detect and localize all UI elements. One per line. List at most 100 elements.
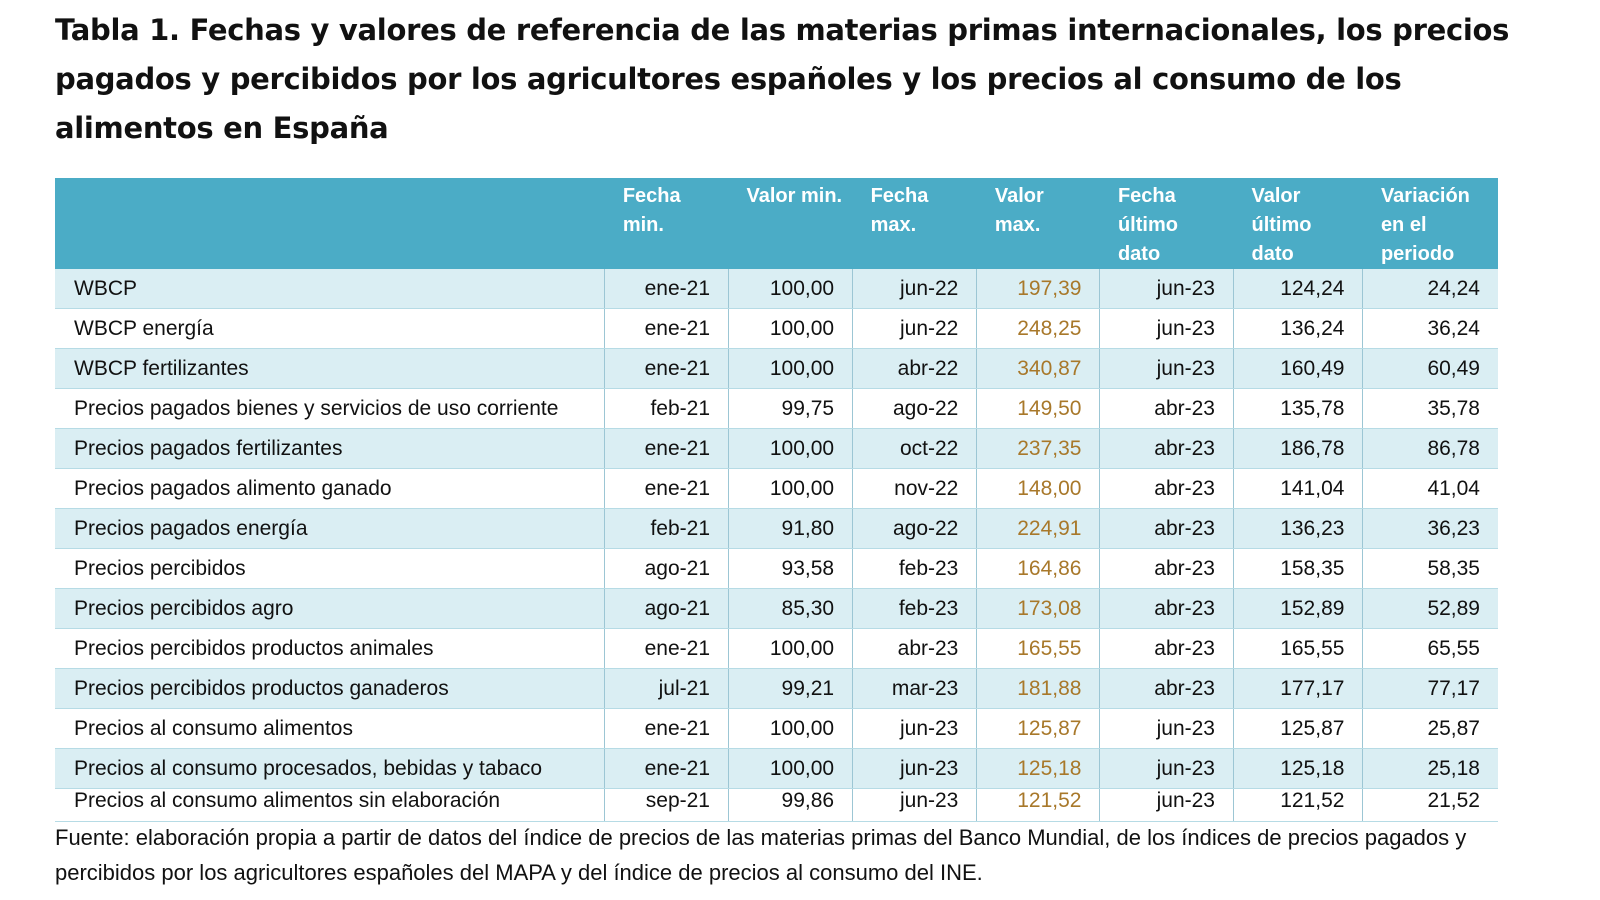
table-cell: 224,91 xyxy=(976,508,1101,549)
table-cell: 24,24 xyxy=(1362,269,1498,309)
table-cell: nov-22 xyxy=(852,468,978,509)
table-cell: jun-23 xyxy=(1099,708,1234,749)
table-cell: abr-23 xyxy=(1099,388,1234,429)
table-row: Precios pagados bienes y servicios de us… xyxy=(55,388,1498,429)
table-cell: 60,49 xyxy=(1362,348,1498,389)
column-header: Fecha min. xyxy=(604,178,729,269)
table-cell: 41,04 xyxy=(1362,468,1498,509)
row-label: Precios pagados bienes y servicios de us… xyxy=(55,388,606,429)
table-cell: 160,49 xyxy=(1233,348,1364,389)
table-cell: jun-22 xyxy=(852,308,978,349)
table-cell: ene-21 xyxy=(604,308,729,349)
table-cell: jun-23 xyxy=(1099,308,1234,349)
table-cell: 25,87 xyxy=(1362,708,1498,749)
row-label: Precios al consumo alimentos xyxy=(55,708,606,749)
row-label: Precios percibidos xyxy=(55,548,606,589)
column-header: Valor max. xyxy=(976,178,1100,269)
table-cell: jun-23 xyxy=(1099,348,1234,389)
table-cell: 52,89 xyxy=(1362,588,1498,629)
table-cell: 100,00 xyxy=(728,628,854,669)
table-cell: ene-21 xyxy=(604,428,729,469)
table-cell: abr-23 xyxy=(1099,468,1234,509)
table-cell: jun-23 xyxy=(852,748,978,789)
table-cell: 148,00 xyxy=(976,468,1101,509)
table-cell: abr-22 xyxy=(852,348,978,389)
table-cell: abr-23 xyxy=(852,628,978,669)
table-cell: 100,00 xyxy=(728,748,854,789)
table-cell: feb-23 xyxy=(852,548,978,589)
table-cell: 177,17 xyxy=(1233,668,1364,709)
table-cell: 100,00 xyxy=(728,269,854,309)
table-cell: jun-22 xyxy=(852,269,978,309)
table-cell: 158,35 xyxy=(1233,548,1364,589)
table-cell: oct-22 xyxy=(852,428,978,469)
table-row: Precios al consumo alimentos ene-21 100,00… xyxy=(55,708,1498,749)
table-cell: abr-23 xyxy=(1099,548,1234,589)
column-header: Fecha max. xyxy=(852,178,977,269)
row-label: Precios percibidos productos ganaderos xyxy=(55,668,606,709)
table-cell: 36,24 xyxy=(1362,308,1498,349)
table-cell: 100,00 xyxy=(728,708,854,749)
column-header xyxy=(55,178,605,269)
table-cell: 85,30 xyxy=(728,588,854,629)
table-cell: 86,78 xyxy=(1362,428,1498,469)
table-cell: 21,52 xyxy=(1362,788,1498,822)
table-cell: ene-21 xyxy=(604,348,729,389)
table-cell: 237,35 xyxy=(976,428,1101,469)
table-row: WBCP ene-21 100,00 jun-22 197,39 jun-23 124,24… xyxy=(55,269,1498,309)
table-cell: 36,23 xyxy=(1362,508,1498,549)
table-cell: jun-23 xyxy=(852,788,978,822)
table-row: Precios percibidos agro ago-21 85,30 feb-23… xyxy=(55,588,1498,629)
table-cell: ago-22 xyxy=(852,508,978,549)
row-label: WBCP fertilizantes xyxy=(55,348,606,389)
source-note: Fuente: elaboración propia a partir de d… xyxy=(55,825,1467,885)
table-cell: 136,23 xyxy=(1233,508,1364,549)
table-row: Precios al consumo procesados, bebidas y… xyxy=(55,748,1498,789)
table-cell: 125,87 xyxy=(976,708,1101,749)
table-cell: 93,58 xyxy=(728,548,854,589)
row-label: Precios percibidos productos animales xyxy=(55,628,606,669)
table-cell: ene-21 xyxy=(604,269,729,309)
table-cell: 121,52 xyxy=(976,788,1101,822)
row-label: WBCP xyxy=(55,269,606,309)
table-cell: 124,24 xyxy=(1233,269,1364,309)
table-cell: 125,18 xyxy=(1233,748,1364,789)
table-cell: 173,08 xyxy=(976,588,1101,629)
table-title: Tabla 1. Fechas y valores de referencia … xyxy=(55,13,1510,145)
table-cell: 99,21 xyxy=(728,668,854,709)
row-label: WBCP energía xyxy=(55,308,606,349)
data-table: Fecha min. Valor min. Fecha max. Valor max.… xyxy=(55,178,1498,822)
table-cell: 91,80 xyxy=(728,508,854,549)
table-cell: jun-23 xyxy=(1099,788,1234,822)
table-cell: 135,78 xyxy=(1233,388,1364,429)
table-cell: 77,17 xyxy=(1362,668,1498,709)
row-label: Precios pagados alimento ganado xyxy=(55,468,606,509)
table-cell: abr-23 xyxy=(1099,588,1234,629)
table-cell: abr-23 xyxy=(1099,428,1234,469)
table-cell: 121,52 xyxy=(1233,788,1364,822)
table-cell: ene-21 xyxy=(604,748,729,789)
column-header: Variación en el periodo xyxy=(1362,178,1498,269)
table-cell: 181,88 xyxy=(976,668,1101,709)
row-label: Precios pagados energía xyxy=(55,508,606,549)
table-cell: 100,00 xyxy=(728,308,854,349)
table-cell: 35,78 xyxy=(1362,388,1498,429)
table-cell: jun-23 xyxy=(1099,269,1234,309)
table-cell: ene-21 xyxy=(604,628,729,669)
header-row: Fecha min. Valor min. Fecha max. Valor max.… xyxy=(55,178,1498,269)
table-cell: ene-21 xyxy=(604,708,729,749)
table-cell: feb-21 xyxy=(604,508,729,549)
table-cell: 164,86 xyxy=(976,548,1101,589)
table-cell: sep-21 xyxy=(604,788,729,822)
table-row: Precios percibidos productos ganaderos ju… xyxy=(55,668,1498,709)
table-row: Precios pagados energía feb-21 91,80 ago-22… xyxy=(55,508,1498,549)
table-cell: feb-21 xyxy=(604,388,729,429)
row-label: Precios percibidos agro xyxy=(55,588,606,629)
table-cell: mar-23 xyxy=(852,668,978,709)
table-cell: 99,75 xyxy=(728,388,854,429)
table-cell: 100,00 xyxy=(728,348,854,389)
table-row: Precios pagados fertilizantes ene-21 100,0… xyxy=(55,428,1498,469)
table-row: Precios al consumo alimentos sin elabora… xyxy=(55,788,1498,822)
table-cell: jun-23 xyxy=(1099,748,1234,789)
table-cell: 100,00 xyxy=(728,468,854,509)
